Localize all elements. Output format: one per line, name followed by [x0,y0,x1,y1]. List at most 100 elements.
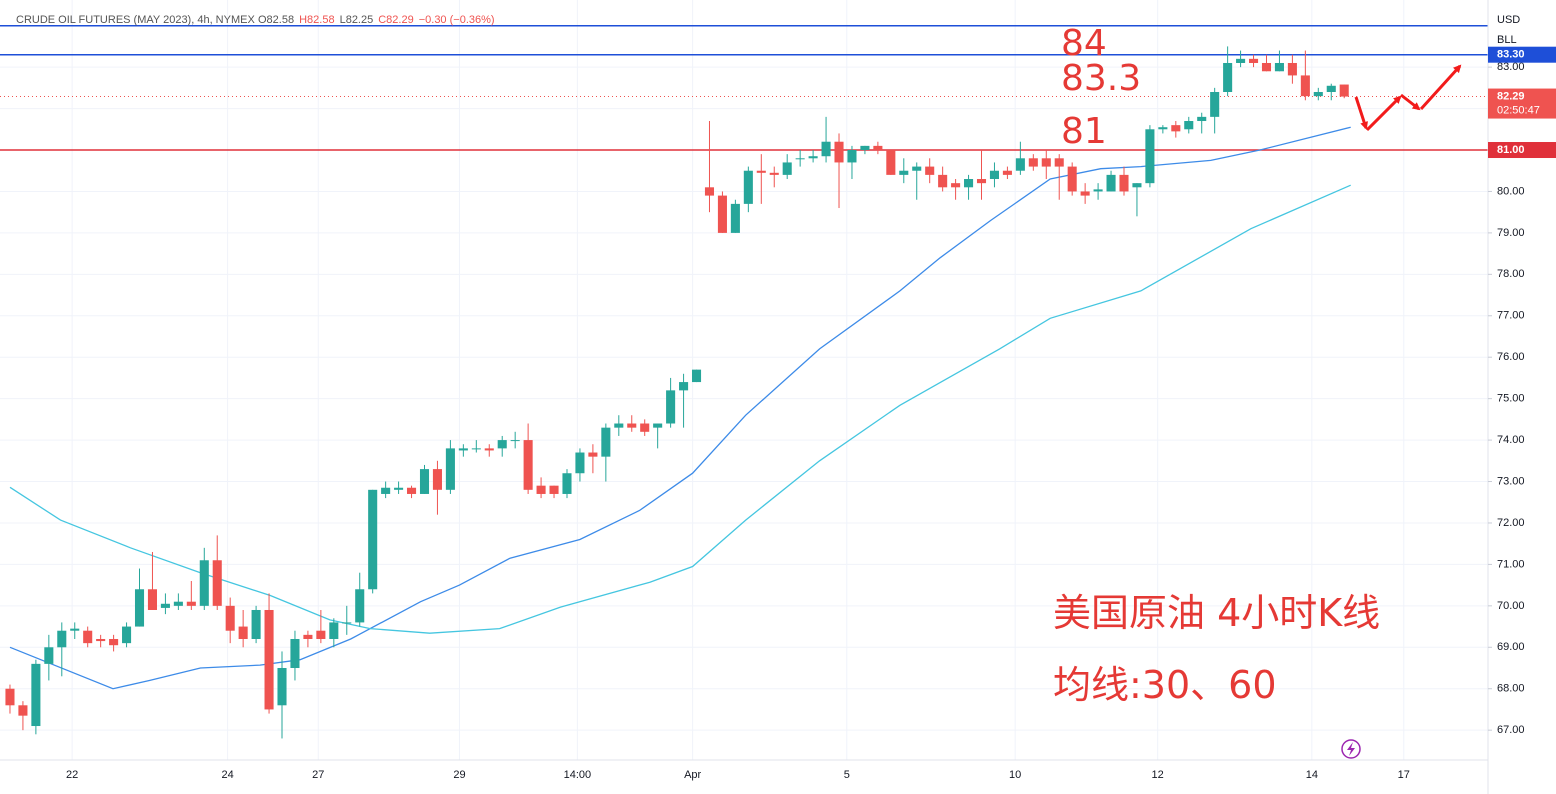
candle-body [536,485,546,494]
candle-body [329,622,339,639]
candle-body [834,141,844,163]
candle-body [277,668,287,706]
candle-body [1054,158,1064,167]
candle-body [57,630,67,648]
candle-body [44,647,54,664]
y-tick-label: 79.00 [1497,227,1525,239]
candle-body [160,603,170,608]
candle-body [601,427,611,457]
x-tick-label: 10 [1009,769,1021,781]
candle-body [109,638,119,646]
candle-body [1002,170,1012,175]
candle-body [1106,174,1116,192]
candle-body [640,423,650,432]
candle-body [1158,127,1168,130]
candle-body [1197,116,1207,122]
candle-body [1313,91,1323,97]
candle-body [614,423,624,428]
x-tick-label: 14:00 [564,769,592,781]
candle-body [575,452,585,474]
candle-body [938,174,948,188]
candle-body [147,589,157,610]
y-tick-label: 67.00 [1497,724,1525,736]
candle-body [899,170,909,175]
forecast-arrows [1354,64,1462,132]
candle-body [886,150,896,175]
candle-body [679,382,689,391]
arrow [1400,93,1421,111]
candle-body [134,589,145,627]
candle-body [912,166,922,171]
y-tick-label: 75.00 [1497,393,1525,405]
x-tick-label: 5 [844,769,850,781]
candle-body [199,560,209,606]
flash-icon[interactable] [1341,739,1361,759]
candle-body [821,141,831,157]
levels [0,24,1488,151]
candle-body [1210,91,1220,117]
y-tick-label: 70.00 [1497,600,1525,612]
x-tick-label: 12 [1152,769,1164,781]
candle-body [588,452,598,457]
candle-body [860,145,870,151]
y-tick-label: 78.00 [1497,268,1525,280]
candle-body [381,487,391,494]
legend-value: L82.25 [340,14,374,26]
candle-body [212,560,222,606]
arrow [1354,96,1368,130]
candle-body [316,630,326,639]
y-tick-label: 77.00 [1497,310,1525,322]
x-tick-label: 22 [66,769,78,781]
candle-body [238,626,248,639]
arrow [1365,95,1402,132]
candle-body [1274,62,1284,72]
candle-body [782,162,792,175]
candle-body [549,485,559,494]
candle-body [1326,85,1336,92]
candle-body [666,390,676,424]
annotation: 美国原油 4小时K线 [1053,591,1380,635]
candle-body [458,448,468,451]
candle-body [5,688,15,706]
annotation: 均线:30、60 [1053,663,1277,707]
candle-body [730,203,740,233]
arrow [1419,64,1462,111]
x-tick-label: 24 [221,769,233,781]
y-tick-label: 72.00 [1497,517,1525,529]
candle-body [355,589,365,623]
candle-body [1145,129,1155,184]
candle-body [251,609,261,639]
price-tag [1488,142,1556,159]
candle-body [497,440,507,449]
candle-body [18,705,28,716]
annotation: 84 [1061,23,1107,64]
candle-body [1171,125,1181,132]
candle-body [1184,121,1194,130]
candle-body [471,448,481,450]
x-tick-label: 17 [1398,769,1410,781]
y-tick-label: 71.00 [1497,558,1525,570]
price-tags: 83.30 81.00 82.29 02:50:47 [1488,46,1556,159]
candle-body [523,440,533,490]
y-tick-label: 73.00 [1497,475,1525,487]
candle-body [303,634,313,639]
candle-body [1132,183,1142,188]
price-tag-label: 81.00 [1497,144,1525,156]
candle-body [407,487,417,494]
candle-body [225,605,235,631]
legend-value: −0.30 (−0.36%) [419,14,495,26]
candle-body [1067,166,1077,192]
candle-body [808,156,818,159]
candle-body [1249,58,1259,63]
legend-value: H82.58 [299,14,334,26]
candle-body [1119,174,1129,192]
candle-body [290,638,300,669]
x-tick-label: 14 [1306,769,1318,781]
candle-body [1236,58,1246,63]
candle-body [925,166,935,175]
candle-body [1028,158,1038,167]
price-tag-label: 83.30 [1497,49,1525,61]
candle-body [562,473,572,494]
